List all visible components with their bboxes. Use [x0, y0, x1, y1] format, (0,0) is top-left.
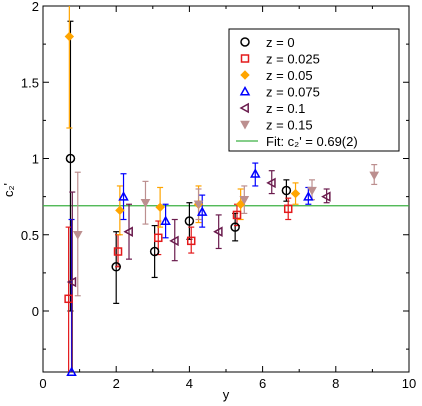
- data-point: [235, 199, 246, 209]
- y-axis-label: c₂': [1, 183, 16, 197]
- x-tick-label: 10: [402, 376, 416, 391]
- data-point: [307, 186, 317, 196]
- legend-box: [228, 28, 400, 152]
- data-point: [196, 206, 208, 216]
- data-point: [140, 199, 151, 208]
- y-tick-label: 1: [32, 152, 39, 167]
- data-point: [230, 222, 240, 232]
- data-point: [149, 246, 160, 257]
- data-point: [65, 153, 76, 164]
- y-tick-label: 0: [32, 304, 39, 319]
- data-point: [66, 366, 77, 376]
- legend-label: z = 0: [266, 35, 295, 50]
- legend-marker: [239, 85, 251, 96]
- data-point: [283, 204, 293, 214]
- legend-marker: [240, 37, 250, 47]
- data-point: [184, 216, 195, 226]
- data-point: [64, 31, 75, 42]
- legend-label: z = 0.075: [266, 85, 320, 100]
- data-point: [232, 210, 242, 220]
- x-tick-label: 2: [113, 376, 120, 391]
- data-point: [155, 202, 165, 213]
- data-point: [321, 191, 331, 202]
- data-point: [281, 185, 292, 196]
- data-point: [239, 195, 250, 205]
- legend-fit-label: Fit: c₂' = 0.69(2): [266, 134, 358, 149]
- y-tick-label: 2: [32, 0, 39, 14]
- data-point: [290, 188, 301, 199]
- x-axis-label: y: [223, 387, 230, 402]
- data-point: [154, 233, 163, 243]
- x-tick-label: 8: [332, 376, 339, 391]
- data-point: [113, 247, 123, 256]
- data-point: [213, 226, 223, 237]
- legend-label: z = 0.025: [266, 52, 320, 67]
- legend-marker: [239, 102, 249, 114]
- data-point: [169, 235, 179, 247]
- legend-marker: [240, 54, 250, 63]
- data-point: [72, 231, 83, 240]
- legend-label: z = 0.15: [266, 118, 313, 133]
- x-tick-label: 0: [39, 376, 46, 391]
- data-point: [186, 236, 196, 246]
- data-point: [193, 200, 204, 210]
- data-point: [66, 276, 77, 288]
- data-point: [160, 215, 171, 225]
- y-tick-label: 1.5: [21, 75, 39, 90]
- data-point: [250, 168, 261, 178]
- data-point: [64, 294, 73, 304]
- data-point: [118, 191, 129, 201]
- legend-label: z = 0.05: [266, 68, 313, 83]
- y-tick-label: 0.5: [21, 228, 39, 243]
- legend-label: z = 0.1: [266, 101, 305, 116]
- x-tick-label: 6: [259, 376, 266, 391]
- data-point: [266, 177, 276, 189]
- data-point: [115, 205, 125, 216]
- x-tick-label: 4: [186, 376, 193, 391]
- data-point: [369, 171, 380, 181]
- legend-marker: [240, 70, 250, 80]
- legend-marker: [240, 120, 250, 130]
- data-point: [111, 262, 121, 272]
- data-point: [303, 191, 314, 201]
- data-point: [123, 226, 133, 237]
